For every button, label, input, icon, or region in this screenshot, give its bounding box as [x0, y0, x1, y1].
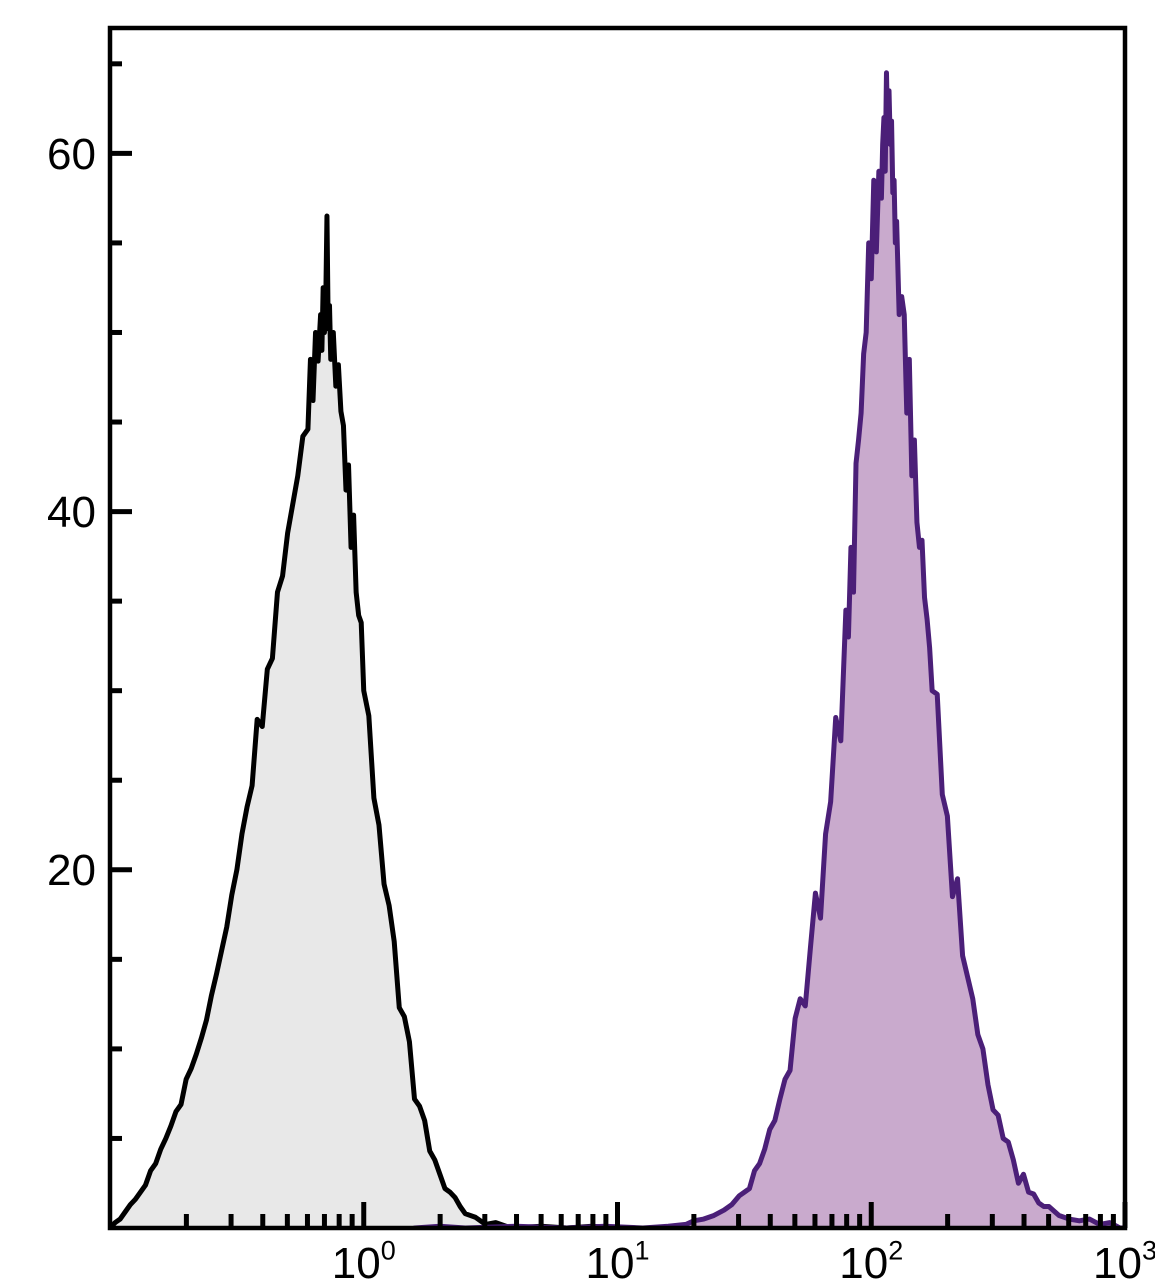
flow-cytometry-histogram: 100101102103204060: [0, 0, 1155, 1280]
y-tick-label: 40: [47, 488, 96, 537]
y-tick-label: 20: [47, 846, 96, 895]
y-tick-label: 60: [47, 130, 96, 179]
chart-container: 100101102103204060: [0, 0, 1155, 1280]
